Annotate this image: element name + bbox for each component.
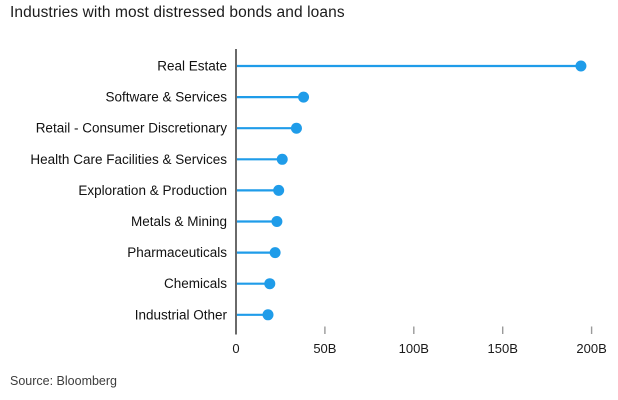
x-axis-tick-label: 0 (232, 341, 239, 356)
source-attribution: Source: Bloomberg (10, 374, 118, 388)
category-label: Retail - Consumer Discretionary (36, 121, 228, 136)
x-axis-tick-label: 50B (313, 341, 336, 356)
lollipop-dot (276, 153, 288, 165)
lollipop-dot (273, 184, 285, 196)
category-label: Exploration & Production (78, 183, 227, 198)
lollipop-dot (298, 91, 310, 103)
category-label: Metals & Mining (131, 214, 227, 229)
lollipop-dot (262, 309, 274, 321)
category-label: Chemicals (164, 276, 227, 291)
lollipop-dot (271, 216, 283, 227)
category-label: Real Estate (157, 59, 227, 74)
category-label: Pharmaceuticals (127, 245, 227, 260)
lollipop-dot (575, 60, 587, 72)
x-axis-tick-label: 200B (576, 341, 606, 356)
x-axis-tick-label: 150B (488, 341, 518, 356)
lollipop-dot (269, 247, 281, 259)
lollipop-dot (290, 122, 302, 134)
category-label: Software & Services (105, 90, 227, 105)
category-label: Industrial Other (135, 307, 228, 322)
category-label: Health Care Facilities & Services (30, 152, 227, 167)
x-axis-tick-label: 100B (399, 341, 429, 356)
chart-title: Industries with most distressed bonds an… (10, 4, 345, 21)
lollipop-dot (264, 278, 276, 290)
